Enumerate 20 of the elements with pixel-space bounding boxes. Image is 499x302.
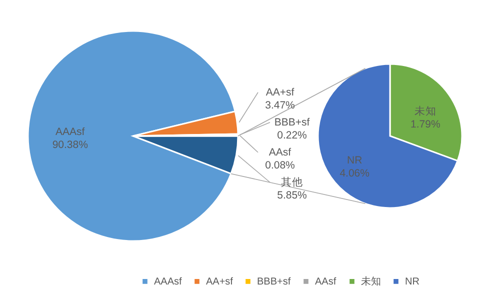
slice-label: BBB+sf <box>274 116 310 128</box>
legend-label: AAAsf <box>154 276 182 288</box>
legend-label: BBB+sf <box>257 276 291 288</box>
slice-label: 未知 <box>414 104 436 118</box>
legend-label: AA+sf <box>206 276 234 288</box>
legend-label: AAsf <box>315 276 336 288</box>
slice-label: 其他 <box>281 175 303 188</box>
data-label: 4.06% <box>340 168 370 180</box>
legend-label: NR <box>405 276 420 288</box>
slice-label: NR <box>346 154 363 167</box>
slice-label: AA+sf <box>266 86 294 98</box>
data-label: 3.47% <box>265 99 295 112</box>
data-label: 90.38% <box>52 138 88 151</box>
data-label: 5.85% <box>277 189 307 202</box>
data-label: 1.79% <box>410 118 440 130</box>
data-label: 0.08% <box>265 159 295 172</box>
legend-label: 未知 <box>361 275 381 288</box>
data-label: 0.22% <box>277 129 307 142</box>
slice-label: AAAsf <box>56 126 85 138</box>
slice-label: AAsf <box>268 146 292 158</box>
